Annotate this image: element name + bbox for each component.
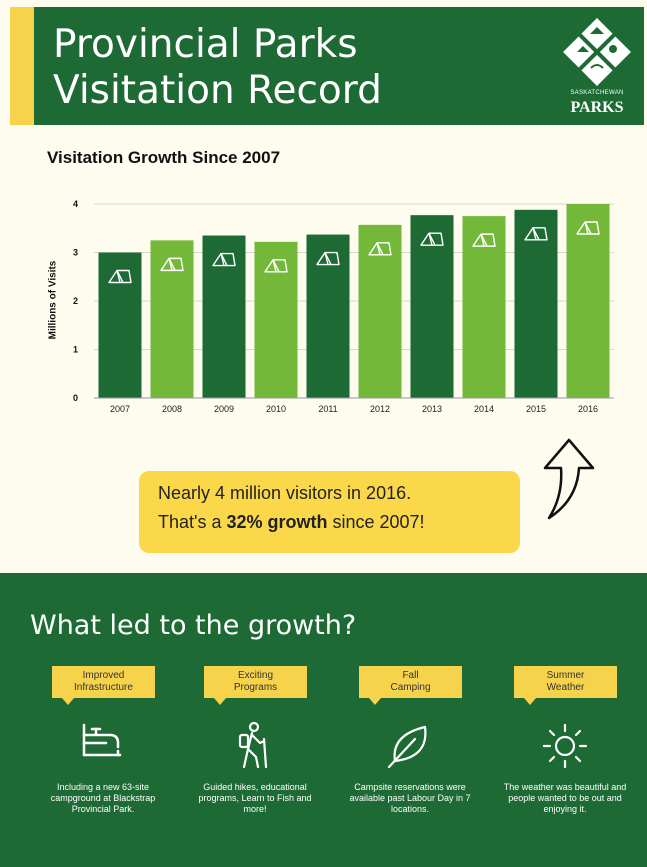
- parks-logo: SASKATCHEWAN PARKS: [557, 18, 637, 122]
- logo-subtext: SASKATCHEWAN: [570, 90, 624, 96]
- x-tick-label: 2007: [110, 404, 130, 414]
- tent-icon: [576, 221, 600, 235]
- x-tick-label: 2013: [422, 404, 442, 414]
- tent-icon: [420, 232, 444, 246]
- callout-box: Nearly 4 million visitors in 2016. That'…: [139, 471, 520, 553]
- tag-pointer: [524, 698, 536, 705]
- sun-icon: [542, 723, 588, 769]
- hiker-icon: [238, 721, 268, 769]
- tag-line-2: Camping: [390, 682, 431, 693]
- callout-line-2-post: since 2007!: [327, 512, 425, 532]
- tent-icon: [316, 251, 340, 266]
- title-line-1: Provincial Parks: [53, 22, 358, 67]
- header-accent-tab: [10, 7, 34, 125]
- faucet-icon: [82, 723, 122, 757]
- reason-description: The weather was beautiful and people wan…: [503, 782, 627, 814]
- tent-icon: [524, 227, 548, 241]
- header-band: [10, 7, 644, 125]
- tent-icon: [160, 257, 184, 272]
- bar: [150, 240, 194, 398]
- growth-section: What led to the growth? Improved Infrastr…: [0, 573, 647, 867]
- tent-icon: [108, 269, 132, 284]
- tag-line-2: Weather: [546, 682, 585, 693]
- tag-line-1: Fall: [402, 670, 419, 681]
- reason-description: Including a new 63-site campground at Bl…: [50, 782, 156, 814]
- tent-icon: [264, 259, 288, 273]
- tag-pointer: [214, 698, 226, 705]
- y-tick-label: 4: [73, 199, 78, 209]
- reason-tag: Improved Infrastructure: [52, 666, 155, 698]
- reason-description: Guided hikes, educational programs, Lear…: [198, 782, 312, 814]
- logo-text: PARKS: [570, 99, 624, 116]
- y-tick-label: 3: [73, 248, 78, 258]
- callout-line-2-pre: That's a: [158, 512, 227, 532]
- bar: [358, 224, 402, 398]
- tag-pointer: [62, 698, 74, 705]
- x-tick-label: 2011: [318, 404, 337, 414]
- x-tick-label: 2016: [578, 404, 598, 414]
- tent-icon: [212, 252, 236, 267]
- reason-tag: Summer Weather: [514, 666, 617, 698]
- tag-line-2: Programs: [233, 682, 278, 693]
- callout-highlight: 32% growth: [226, 512, 328, 532]
- x-tick-label: 2015: [526, 404, 546, 414]
- tag-line-1: Exciting: [237, 670, 273, 681]
- reason-tag: Exciting Programs: [204, 666, 307, 698]
- callout-line-2: That's a 32% growth since 2007!: [158, 512, 425, 533]
- x-tick-label: 2010: [266, 404, 286, 414]
- tag-line-1: Summer: [546, 670, 585, 681]
- x-tick-label: 2014: [474, 404, 494, 414]
- reason-tag: Fall Camping: [359, 666, 462, 698]
- bar: [566, 204, 610, 398]
- x-tick-label: 2008: [162, 404, 182, 414]
- tent-icon: [368, 242, 392, 256]
- up-arrow-icon: [543, 438, 595, 520]
- reason-description: Campsite reservations were available pas…: [349, 782, 471, 814]
- bar-chart: 0 1 2 3 4 2007 2008 2009 2010 2011 2012 2013 2014 201…: [73, 199, 614, 414]
- tag-line-1: Improved: [82, 670, 125, 681]
- chart-title: Visitation Growth Since 2007: [47, 148, 281, 167]
- bar: [202, 235, 246, 398]
- x-tick-label: 2012: [370, 404, 390, 414]
- bar: [254, 241, 298, 398]
- page-title: Provincial Parks Visitation Record: [53, 22, 382, 114]
- leaf-icon: [387, 725, 427, 769]
- tag-pointer: [369, 698, 381, 705]
- y-tick-label: 0: [73, 393, 78, 403]
- parks-logo-icon: [563, 18, 631, 86]
- tent-icon: [472, 233, 496, 247]
- bar: [514, 209, 558, 398]
- bar: [98, 252, 142, 398]
- growth-title: What led to the growth?: [30, 610, 357, 641]
- callout-line-1: Nearly 4 million visitors in 2016.: [158, 483, 412, 503]
- tag-line-2: Infrastructure: [74, 682, 133, 693]
- x-tick-label: 2009: [214, 404, 234, 414]
- title-line-2: Visitation Record: [53, 68, 382, 113]
- y-tick-label: 2: [73, 296, 78, 306]
- y-tick-label: 1: [73, 345, 78, 355]
- header: Provincial Parks Visitation Record SASKA…: [0, 0, 647, 132]
